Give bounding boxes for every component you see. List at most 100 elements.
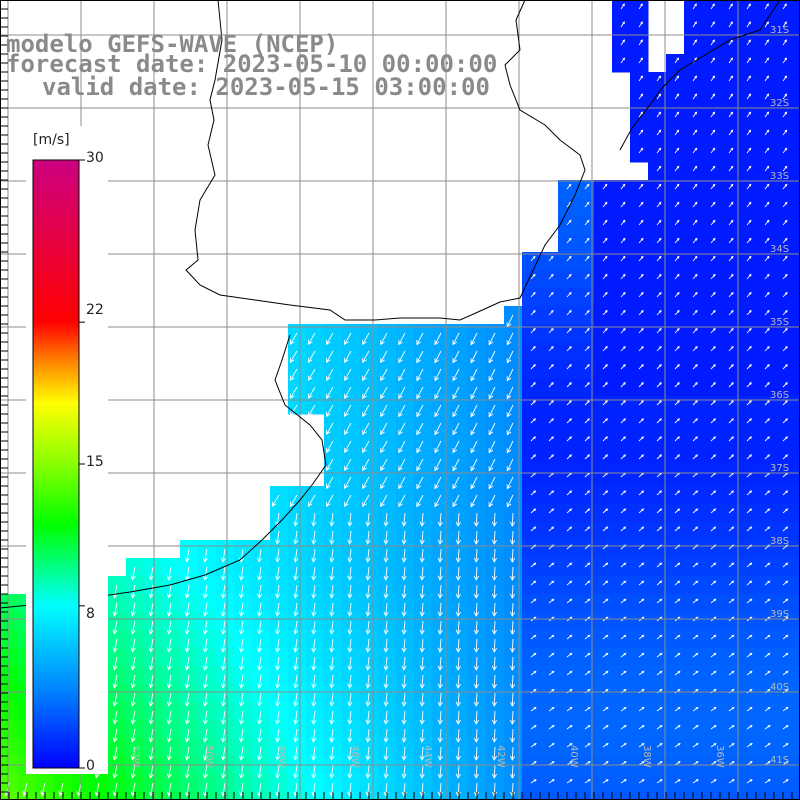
wind-speed-cell — [792, 324, 800, 343]
wind-arrow — [638, 345, 644, 352]
wind-speed-cell — [792, 288, 800, 307]
longitude-label: 52W — [130, 745, 141, 768]
wind-arrow — [509, 602, 516, 617]
wind-arrow — [710, 345, 716, 352]
wind-arrow — [509, 782, 516, 797]
wind-arrow — [764, 255, 770, 262]
wind-arrow — [584, 490, 591, 496]
wind-arrow — [398, 386, 406, 400]
wind-arrow — [638, 129, 644, 136]
wind-arrow — [416, 350, 424, 364]
wind-speed-cell — [630, 360, 649, 379]
wind-arrow — [530, 418, 536, 424]
wind-speed-cell — [792, 450, 800, 469]
wind-arrow — [764, 652, 771, 658]
wind-arrow — [746, 273, 752, 280]
wind-arrow — [656, 724, 663, 730]
wind-arrow — [728, 580, 735, 586]
wind-arrow — [782, 57, 788, 64]
wind-speed-cell — [792, 216, 800, 235]
wind-arrow — [764, 743, 771, 748]
wind-arrow — [638, 490, 645, 496]
wind-arrow — [398, 440, 406, 454]
wind-arrow — [380, 404, 388, 418]
wind-arrow — [166, 728, 172, 743]
wind-arrow — [488, 404, 496, 418]
wind-arrow — [692, 400, 698, 406]
wind-arrow — [638, 670, 645, 676]
wind-speed-cell — [792, 126, 800, 145]
wind-arrow — [674, 400, 680, 406]
wind-arrow — [311, 584, 317, 599]
wind-arrow — [548, 382, 554, 388]
wind-arrow — [566, 273, 572, 280]
wind-speed-cell — [558, 252, 577, 271]
wind-arrow — [638, 779, 645, 784]
wind-speed-cell — [666, 270, 685, 289]
wind-arrow — [584, 580, 591, 586]
wind-arrow — [584, 201, 590, 208]
wind-speed-cell — [684, 360, 703, 379]
wind-arrow — [311, 548, 317, 563]
wind-speed-cell — [720, 162, 739, 181]
wind-arrow — [437, 656, 443, 671]
wind-arrow — [491, 548, 498, 563]
wind-arrow — [148, 566, 154, 581]
wind-speed-cell — [702, 360, 721, 379]
longitude-label: 40W — [568, 745, 579, 768]
wind-speed-cell — [648, 270, 667, 289]
wind-arrow — [344, 386, 352, 400]
wind-arrow — [488, 458, 496, 472]
wind-arrow — [746, 454, 753, 460]
wind-arrow — [329, 728, 335, 743]
wind-arrow — [746, 111, 752, 118]
wind-arrow — [548, 309, 554, 316]
wind-speed-cell — [522, 378, 541, 397]
wind-arrow — [401, 746, 407, 761]
wind-arrow — [548, 526, 555, 532]
wind-arrow — [307, 350, 316, 364]
wind-speed-cell — [756, 126, 775, 145]
wind-arrow — [491, 620, 498, 635]
wind-arrow — [584, 454, 591, 460]
wind-arrow — [674, 652, 681, 658]
wind-arrow — [728, 165, 734, 172]
wind-arrow — [692, 237, 698, 244]
wind-arrow — [437, 710, 443, 725]
wind-arrow — [782, 634, 789, 640]
wind-arrow — [401, 692, 407, 707]
wind-arrow — [434, 494, 442, 508]
wind-arrow — [728, 93, 734, 100]
wind-arrow — [710, 255, 716, 262]
wind-arrow — [275, 674, 281, 689]
wind-speed-cell — [594, 342, 613, 361]
wind-arrow — [434, 476, 442, 490]
wind-arrow — [452, 368, 460, 382]
wind-arrow — [728, 652, 735, 658]
wind-arrow — [584, 418, 590, 424]
wind-arrow — [380, 458, 388, 472]
wind-arrow — [491, 674, 498, 689]
wind-arrow — [470, 494, 478, 508]
wind-speed-cell — [666, 360, 685, 379]
wind-arrow — [452, 422, 460, 436]
wind-arrow — [692, 724, 699, 730]
wind-arrow — [602, 779, 609, 784]
wind-arrow — [344, 350, 352, 364]
wind-arrow — [728, 255, 734, 262]
wind-arrow — [638, 111, 644, 118]
wind-arrow — [509, 656, 516, 671]
wind-arrow — [602, 345, 608, 352]
wind-arrow — [419, 728, 425, 743]
wind-speed-cell — [558, 378, 577, 397]
wind-arrow — [347, 764, 353, 779]
wind-arrow — [416, 494, 424, 508]
wind-arrow — [746, 327, 752, 334]
wind-arrow — [220, 764, 227, 779]
wind-speed-cell — [540, 324, 559, 343]
wind-arrow — [602, 724, 609, 730]
wind-arrow — [692, 652, 699, 658]
wind-arrow — [488, 350, 496, 364]
wind-speed-cell — [0, 612, 19, 631]
